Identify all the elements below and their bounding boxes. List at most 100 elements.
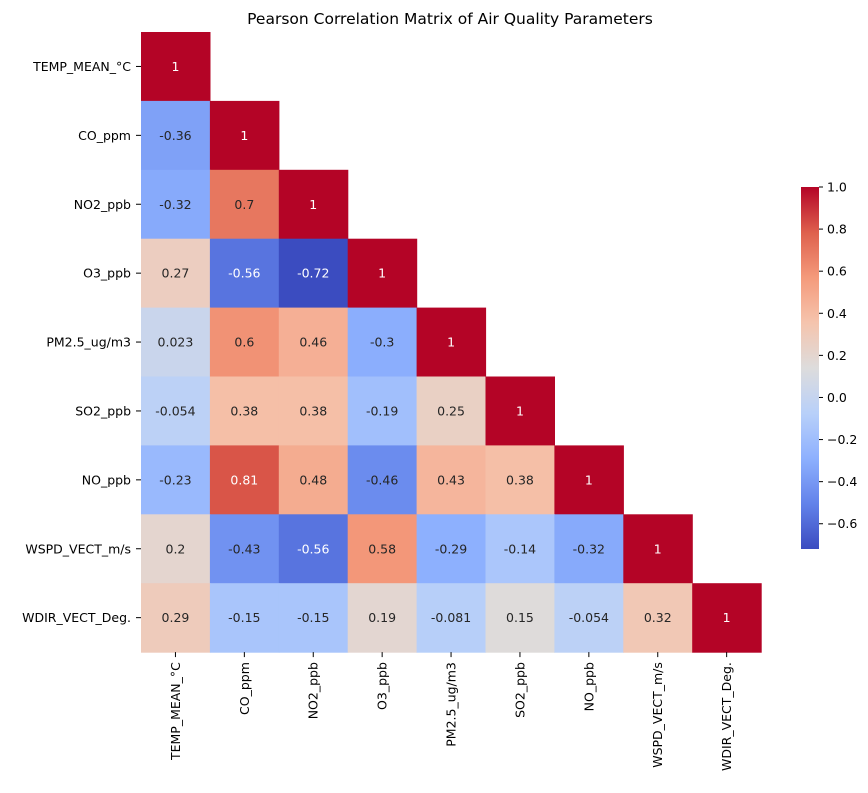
cell-value-label: -0.32 — [573, 541, 605, 556]
heatmap-cell — [141, 307, 211, 378]
heatmap-cell — [554, 514, 624, 584]
cell-value-label: 1 — [723, 610, 731, 625]
x-tick-label: SO2_ppb — [512, 662, 527, 718]
cell-value-label: -0.054 — [569, 610, 609, 625]
cell-value-label: -0.3 — [370, 335, 394, 350]
x-tick-label: NO_ppb — [581, 662, 596, 711]
y-tick-label: NO2_ppb — [74, 197, 131, 212]
cell-value-label: 0.023 — [158, 335, 194, 350]
cell-value-label: -0.72 — [297, 266, 329, 281]
y-tick-label: WSPD_VECT_m/s — [25, 541, 131, 556]
heatmap-cell — [141, 376, 211, 446]
cell-value-label: 0.15 — [506, 610, 534, 625]
heatmap-cell — [347, 307, 418, 378]
x-tick-label: O3_ppb — [375, 662, 390, 710]
cell-value-label: -0.32 — [159, 197, 191, 212]
cell-value-label: 0.38 — [299, 403, 327, 418]
cell-value-label: 1 — [654, 541, 662, 556]
x-tick-label: PM2.5_ug/m3 — [444, 662, 459, 747]
cell-value-label: 1 — [516, 403, 524, 418]
cell-value-label: -0.56 — [228, 266, 260, 281]
cell-value-label: 1 — [378, 266, 386, 281]
y-tick-label: NO_ppb — [82, 472, 131, 487]
cell-value-label: 0.29 — [162, 610, 190, 625]
heatmap-cell — [209, 307, 280, 378]
cell-value-label: 1 — [240, 128, 248, 143]
y-tick-label: CO_ppm — [78, 128, 131, 143]
colorbar-gradient — [801, 187, 819, 549]
heatmap-cell — [278, 514, 349, 584]
heatmap-cell — [347, 376, 418, 446]
x-tick-label: NO2_ppb — [306, 662, 321, 719]
cell-value-label: -0.15 — [228, 610, 260, 625]
x-tick-label: TEMP_MEAN_°C — [168, 662, 183, 761]
colorbar-tick-label: −0.4 — [827, 474, 857, 489]
heatmap-cell — [485, 583, 555, 653]
heatmap-cell — [485, 514, 555, 584]
heatmap-cell — [485, 376, 555, 446]
cell-value-label: 0.46 — [299, 335, 327, 350]
colorbar: 1.0 0.8 0.6 0.4 0.2 0.0 −0.2 −0.4 −0.6 — [801, 180, 857, 549]
x-tick-label: WDIR_VECT_Deg. — [719, 662, 734, 771]
cell-value-label: -0.56 — [297, 541, 329, 556]
colorbar-tick-label: −0.6 — [827, 516, 857, 531]
cell-value-label: 0.19 — [368, 610, 396, 625]
colorbar-tick-label: 0.2 — [827, 348, 847, 363]
cell-value-label: 0.43 — [437, 472, 465, 487]
colorbar-tick-label: 0.0 — [827, 390, 847, 405]
x-axis: TEMP_MEAN_°C CO_ppm NO2_ppb O3_ppb PM2.5_ug/… — [168, 652, 734, 771]
cell-value-label: 0.25 — [437, 403, 465, 418]
heatmap-cell — [347, 238, 418, 309]
x-tick-label: WSPD_VECT_m/s — [650, 662, 665, 768]
y-tick-label: SO2_ppb — [75, 403, 131, 418]
heatmap-cell-labels: 1 -0.36 1 -0.32 0.7 1 0.27 -0.56 -0.72 1 0.023 0.6 0… — [155, 59, 730, 625]
heatmap-cell — [278, 376, 349, 446]
y-tick-label: PM2.5_ug/m3 — [46, 335, 131, 350]
heatmap-cell — [416, 307, 487, 378]
heatmap-cell — [278, 445, 349, 515]
heatmap-cell — [347, 514, 418, 584]
heatmap-cell — [623, 514, 693, 584]
heatmap-cell — [278, 307, 349, 378]
cell-value-label: 1 — [171, 59, 179, 74]
heatmap-cell — [209, 376, 280, 446]
y-tick-label: WDIR_VECT_Deg. — [22, 610, 131, 625]
heatmap-cell — [416, 376, 487, 446]
colorbar-tick-label: 0.6 — [827, 264, 847, 279]
heatmap-cell — [347, 583, 418, 653]
cell-value-label: 1 — [585, 472, 593, 487]
cell-value-label: 0.38 — [506, 472, 534, 487]
cell-value-label: -0.46 — [366, 472, 398, 487]
y-axis: TEMP_MEAN_°C CO_ppm NO2_ppb O3_ppb PM2.5_ug/… — [22, 59, 141, 625]
heatmap-cells — [141, 32, 762, 653]
heatmap-cell — [278, 238, 349, 309]
cell-value-label: -0.15 — [297, 610, 329, 625]
heatmap-cell — [141, 514, 211, 584]
cell-value-label: 0.38 — [230, 403, 258, 418]
heatmap-cell — [416, 445, 487, 515]
heatmap-cell — [416, 583, 487, 653]
cell-value-label: 1 — [447, 335, 455, 350]
heatmap-cell — [278, 169, 349, 240]
cell-value-label: -0.36 — [159, 128, 191, 143]
heatmap-cell — [692, 583, 762, 653]
colorbar-tick-label: 0.8 — [827, 222, 847, 237]
heatmap-cell — [623, 583, 693, 653]
heatmap-cell — [554, 583, 624, 653]
cell-value-label: -0.23 — [159, 472, 191, 487]
heatmap-cell — [141, 100, 211, 171]
heatmap-cell — [347, 445, 418, 515]
colorbar-tick-label: 1.0 — [827, 180, 847, 195]
cell-value-label: 0.32 — [644, 610, 672, 625]
cell-value-label: -0.054 — [155, 403, 195, 418]
cell-value-label: 0.48 — [299, 472, 327, 487]
heatmap-cell — [209, 583, 280, 653]
cell-value-label: -0.081 — [431, 610, 471, 625]
heatmap-cell — [141, 583, 211, 653]
heatmap-cell — [278, 583, 349, 653]
heatmap-cell — [209, 445, 280, 515]
cell-value-label: 1 — [309, 197, 317, 212]
heatmap-cell — [141, 445, 211, 515]
cell-value-label: -0.43 — [228, 541, 260, 556]
